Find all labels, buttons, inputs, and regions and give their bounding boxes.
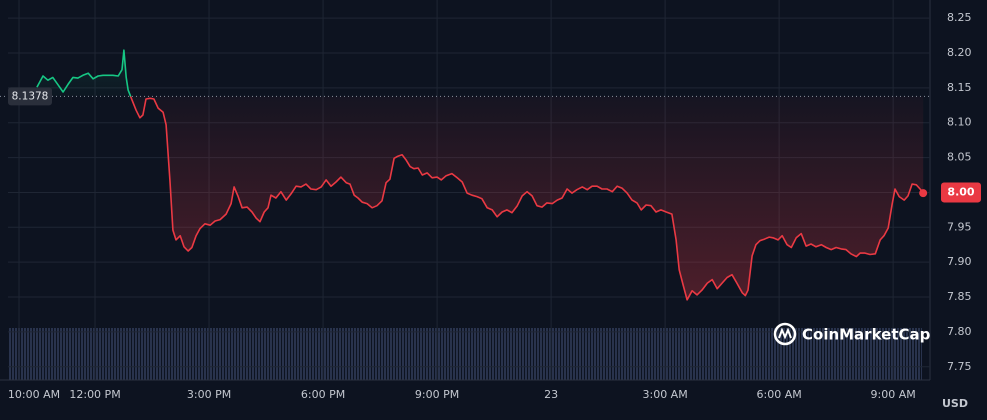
x-tick-label: 6:00 PM	[301, 388, 345, 401]
x-tick-label: 6:00 AM	[757, 388, 802, 401]
logo	[778, 327, 792, 340]
last-price-bg	[941, 182, 981, 203]
x-tick-label: 10:00 AM	[8, 388, 60, 401]
x-tick-label: 9:00 AM	[871, 388, 916, 401]
y-tick-label: 7.90	[947, 255, 972, 268]
x-tick-label: 3:00 AM	[642, 388, 687, 401]
price-area	[36, 50, 924, 300]
y-tick-label: 7.80	[947, 325, 972, 338]
y-tick-label: 8.10	[947, 116, 972, 129]
x-tick-label: 3:00 PM	[187, 388, 231, 401]
x-tick-label: 23	[544, 388, 558, 401]
y-tick-label: 8.25	[947, 11, 972, 24]
volume-bars	[8, 328, 922, 380]
y-tick-label: 8.05	[947, 151, 972, 164]
x-tick-label: 12:00 PM	[69, 388, 120, 401]
y-tick-label: 8.15	[947, 81, 972, 94]
watermark-text: CoinMarketCap	[802, 326, 931, 344]
last-price-label: 8.00	[947, 185, 974, 198]
baseline-label-bg	[8, 87, 52, 106]
baseline-label: 8.1378	[12, 90, 49, 102]
logo	[773, 322, 797, 346]
y-tick-label: 7.95	[947, 220, 972, 233]
plot: 7.75 7.80 7.85 7.90 7.95 8.00 8.05 8.10 8.15 8.20…	[0, 0, 981, 401]
last-point	[919, 189, 928, 198]
price-line	[36, 49, 924, 301]
watermark: CoinMarketCap	[773, 322, 931, 346]
y-tick-label: 7.75	[947, 360, 972, 373]
y-tick-label: 8.20	[947, 46, 972, 59]
currency-label: USD	[942, 397, 968, 410]
x-tick-label: 9:00 PM	[415, 388, 459, 401]
y-tick-label: 7.85	[947, 290, 972, 303]
